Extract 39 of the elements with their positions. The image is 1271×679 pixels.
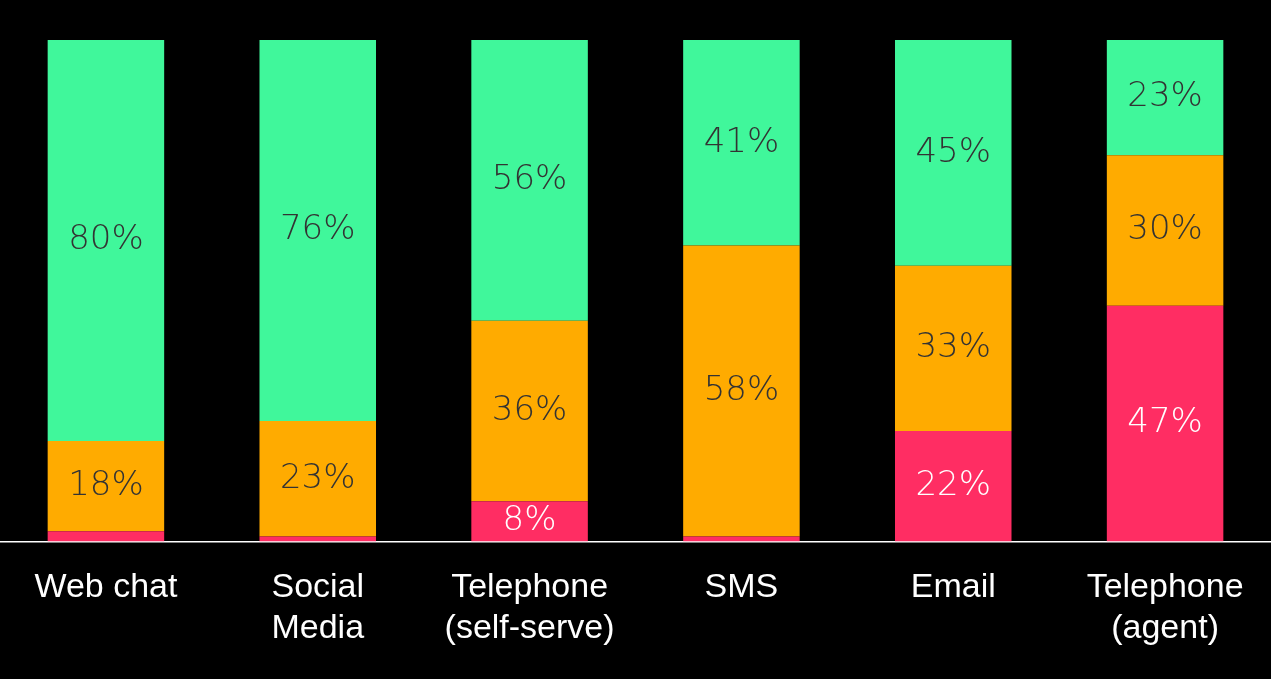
data-label: 58% [703,367,780,408]
x-tick-label: Email [910,566,996,605]
data-label: 18% [68,463,144,504]
data-label: 30% [1127,207,1203,248]
bar [259,40,376,422]
data-label: 41% [703,119,780,160]
data-label: 22% [915,463,992,504]
bar [1106,305,1224,542]
bar [895,265,1012,432]
data-label: 33% [915,325,992,366]
data-label: 23% [1127,74,1203,115]
x-tick-label: Telephone (agent) [1086,566,1244,645]
data-label: 56% [491,157,568,198]
bar [259,536,376,542]
data-label: 45% [915,129,992,170]
bar [683,40,800,246]
x-tick-label: Social Media [271,566,365,645]
data-label: 23% [279,455,356,496]
data-label: 47% [1127,400,1203,441]
data-label: 8% [502,498,557,539]
bar [47,531,165,542]
bar [683,536,800,542]
bar [471,501,588,542]
bar [259,421,376,537]
bar [47,441,165,532]
data-label: 36% [491,387,568,428]
bar [683,245,800,537]
bar [471,320,588,502]
bar [895,431,1012,542]
x-tick-label: Telephone (self-serve) [444,566,615,645]
x-tick-label: Web chat [34,566,178,605]
data-label: 80% [68,217,144,258]
bar [471,40,588,321]
x-tick-label: SMS [704,566,779,605]
bar [1106,40,1224,156]
data-label: 76% [279,207,356,248]
bar [1106,155,1224,306]
bar [47,40,165,442]
bar [895,40,1012,266]
